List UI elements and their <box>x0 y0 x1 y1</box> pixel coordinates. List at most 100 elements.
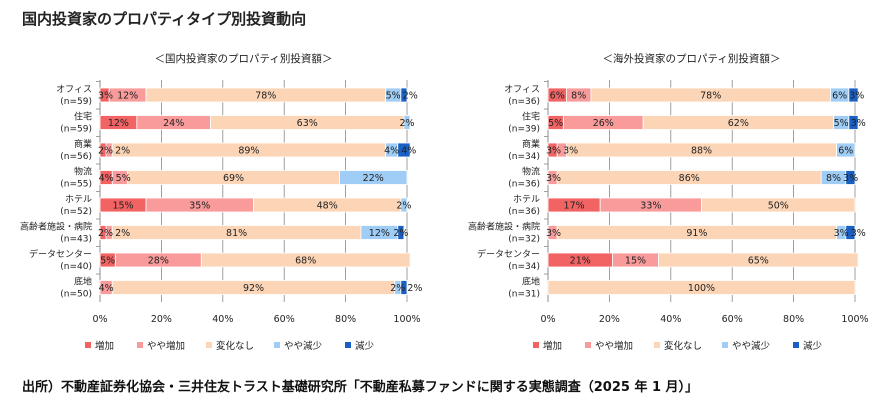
n-label: (n=39) <box>508 125 540 135</box>
data-label: 12% <box>117 91 138 102</box>
category-label: 住宅 <box>74 111 92 123</box>
legend-swatch <box>533 342 539 348</box>
bar-segment <box>403 115 411 130</box>
data-label: 15% <box>625 256 646 267</box>
legend-swatch <box>137 342 143 348</box>
legend-label: やや増加 <box>595 340 633 352</box>
data-label: 8% <box>826 173 841 184</box>
data-label: 2% <box>98 228 113 239</box>
data-label: 2% <box>403 91 418 102</box>
data-label: 88% <box>691 146 712 157</box>
legend-label: やや減少 <box>732 340 771 352</box>
legend-label: 増加 <box>95 340 114 352</box>
legend-label: やや増加 <box>147 340 185 352</box>
n-label: (n=59) <box>60 125 92 135</box>
n-label: (n=40) <box>60 262 92 272</box>
data-label: 6% <box>550 91 565 102</box>
data-label: 68% <box>295 256 316 267</box>
bar-segment <box>658 252 859 268</box>
n-label: (n=50) <box>60 290 92 300</box>
data-label: 28% <box>148 256 169 267</box>
data-label: 81% <box>226 228 247 239</box>
page-title: 国内投資家のプロパティタイプ別投資動向 <box>22 10 307 28</box>
x-tick-label: 80% <box>335 314 356 325</box>
data-label: 2% <box>399 118 414 129</box>
n-label: (n=56) <box>60 152 92 162</box>
category-label: ホテル <box>65 194 92 205</box>
legend-swatch <box>722 342 728 348</box>
data-label: 3% <box>546 228 561 239</box>
x-tick-label: 60% <box>722 314 743 325</box>
x-tick-label: 100% <box>393 314 420 325</box>
data-label: 5% <box>100 256 115 267</box>
data-label: 6% <box>832 91 847 102</box>
data-label: 12% <box>108 118 129 129</box>
data-label: 35% <box>189 201 210 212</box>
chart-0: ＜国内投資家のプロパティ別投資額＞ 0% 20% 40% 60% 80% 100% オフィス (… <box>20 52 422 352</box>
category-label: 商業 <box>522 138 540 150</box>
data-label: 4% <box>401 146 416 157</box>
bar-segment <box>845 225 856 240</box>
data-label: 3% <box>834 228 849 239</box>
n-label: (n=34) <box>508 262 540 272</box>
data-label: 78% <box>255 91 276 102</box>
data-label: 17% <box>564 201 585 212</box>
x-tick-label: 20% <box>599 314 620 325</box>
n-label: (n=59) <box>60 97 92 107</box>
data-label: 6% <box>838 146 853 157</box>
data-label: 3% <box>843 173 858 184</box>
x-tick-label: 40% <box>212 314 233 325</box>
data-label: 3% <box>546 173 561 184</box>
category-label: 底地 <box>522 276 540 288</box>
n-label: (n=43) <box>60 235 92 245</box>
category-label: データセンター <box>29 248 92 260</box>
data-label: 5% <box>834 118 849 129</box>
category-label: オフィス <box>504 84 540 95</box>
data-label: 100% <box>688 283 715 294</box>
legend-label: 減少 <box>803 340 823 352</box>
x-tick-label: 20% <box>151 314 172 325</box>
data-label: 89% <box>238 146 259 157</box>
category-label: 住宅 <box>522 111 540 123</box>
x-tick-label: 40% <box>660 314 681 325</box>
legend-swatch <box>793 342 799 348</box>
data-label: 15% <box>112 201 133 212</box>
data-label: 92% <box>243 283 264 294</box>
chart-title: ＜海外投資家のプロパティ別投資額＞ <box>603 52 781 65</box>
bar-segment <box>200 252 411 268</box>
data-label: 86% <box>679 173 700 184</box>
bar-segment <box>547 280 856 295</box>
data-label: 3% <box>851 118 866 129</box>
category-label: 物流 <box>522 166 540 178</box>
category-label: 物流 <box>74 166 92 178</box>
data-label: 2% <box>98 146 113 157</box>
data-label: 12% <box>369 228 390 239</box>
category-label: ホテル <box>513 194 540 205</box>
data-label: 3% <box>563 146 578 157</box>
data-label: 3% <box>98 91 113 102</box>
data-label: 22% <box>363 173 384 184</box>
data-label: 2% <box>115 228 130 239</box>
data-label: 4% <box>99 283 114 294</box>
data-label: 5% <box>386 91 401 102</box>
x-tick-label: 0% <box>92 314 107 325</box>
n-label: (n=36) <box>508 207 540 217</box>
x-tick-label: 60% <box>274 314 295 325</box>
legend-label: やや減少 <box>284 340 323 352</box>
category-label: 高齢者施設・病院 <box>468 221 540 233</box>
category-label: 底地 <box>74 276 92 288</box>
legend-swatch <box>345 342 351 348</box>
data-label: 24% <box>163 118 184 129</box>
bar-segment <box>848 115 859 130</box>
legend-swatch <box>206 342 212 348</box>
bar-segment <box>845 170 856 185</box>
charts: ＜国内投資家のプロパティ別投資額＞ 0% 20% 40% 60% 80% 100% オフィス (… <box>20 52 869 352</box>
data-label: 62% <box>728 118 749 129</box>
bar-segment <box>400 197 408 213</box>
bar-segment <box>836 142 856 158</box>
data-label: 50% <box>768 201 789 212</box>
data-label: 65% <box>748 256 769 267</box>
n-label: (n=52) <box>60 207 92 217</box>
data-label: 3% <box>851 228 866 239</box>
